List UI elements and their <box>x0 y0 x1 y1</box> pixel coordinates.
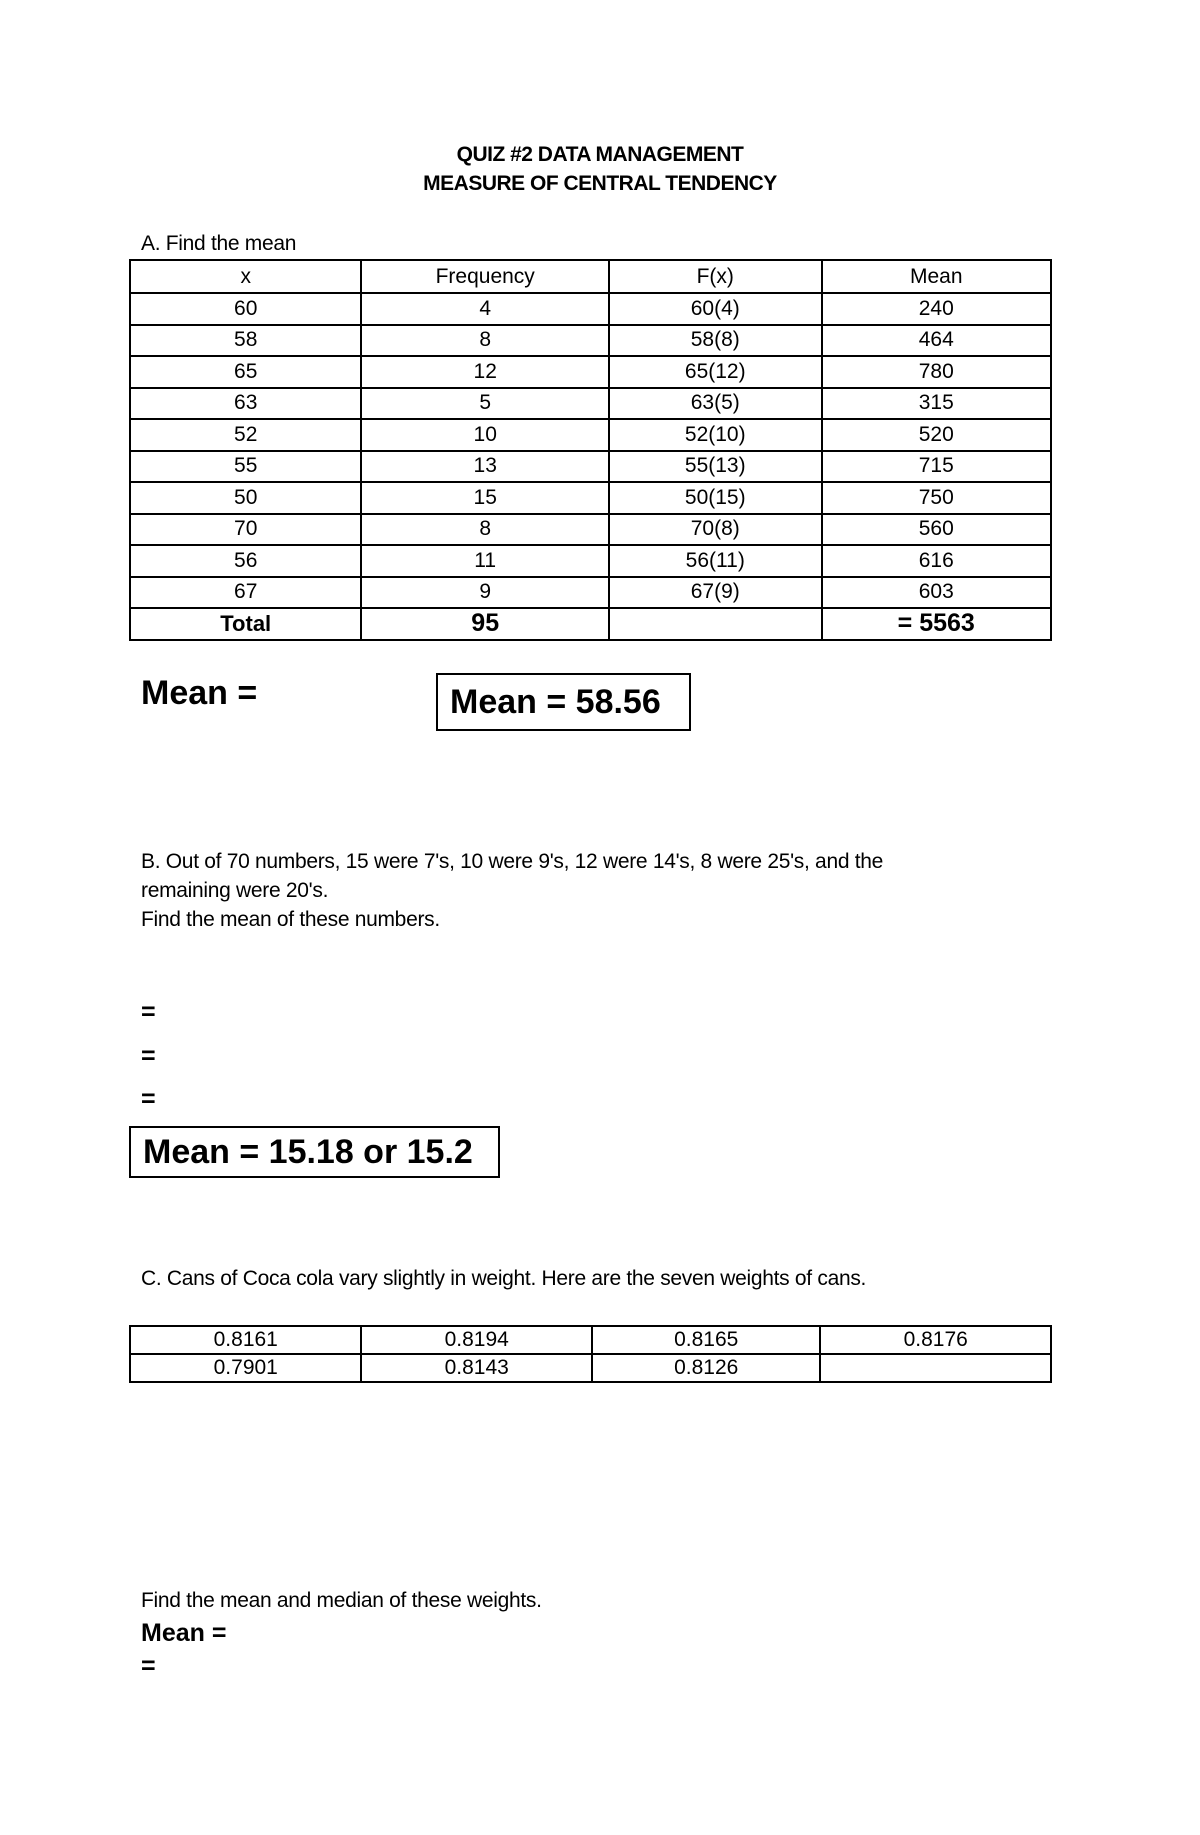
table-row: 70 8 70(8) 560 <box>128 512 1053 546</box>
table-cell: 616 <box>820 544 1053 578</box>
header-cell: Mean <box>820 259 1053 294</box>
table-cell: 0.8176 <box>819 1325 1052 1355</box>
table-cell: 315 <box>820 386 1053 420</box>
table-cell: 65 <box>128 355 363 389</box>
table-cell: 55 <box>128 449 363 483</box>
section-c-question: Find the mean and median of these weight… <box>141 1589 542 1612</box>
section-b-line2: remaining were 20's. <box>141 879 329 902</box>
table-cell: 0.8126 <box>590 1353 822 1383</box>
header-cell: Frequency <box>360 259 610 294</box>
table-cell: 50 <box>128 481 363 515</box>
table-row: 60 4 60(4) 240 <box>128 292 1053 326</box>
section-c-prompt: C. Cans of Coca cola vary slightly in we… <box>141 1267 867 1290</box>
table-cell: 63(5) <box>607 386 823 420</box>
table-cell: 4 <box>360 292 610 326</box>
table-row: 0.7901 0.8143 0.8126 <box>128 1353 1052 1383</box>
table-row: 52 10 52(10) 520 <box>128 418 1053 452</box>
table-row: 0.8161 0.8194 0.8165 0.8176 <box>128 1325 1052 1355</box>
answer-box-b: Mean = 15.18 or 15.2 <box>129 1126 500 1178</box>
table-row: 58 8 58(8) 464 <box>128 323 1053 357</box>
section-b-line3: Find the mean of these numbers. <box>141 908 440 931</box>
total-fx <box>607 607 823 641</box>
table-cell: 560 <box>820 512 1053 546</box>
table-row: 50 15 50(15) 750 <box>128 481 1053 515</box>
table-cell: 8 <box>360 512 610 546</box>
table-total-row: Total 95 = 5563 <box>128 607 1053 641</box>
table-cell: 9 <box>360 575 610 609</box>
total-frequency: 95 <box>360 607 610 641</box>
table-cell: 10 <box>360 418 610 452</box>
table-cell: 52(10) <box>607 418 823 452</box>
header-cell: x <box>128 259 363 294</box>
table-cell: 67(9) <box>607 575 823 609</box>
table-cell: 60 <box>128 292 363 326</box>
table-cell: 715 <box>820 449 1053 483</box>
table-cell: 0.7901 <box>128 1353 363 1383</box>
table-cell: 70(8) <box>607 512 823 546</box>
table-cell: 55(13) <box>607 449 823 483</box>
table-cell: 8 <box>360 323 610 357</box>
table-cell: 67 <box>128 575 363 609</box>
table-cell: 12 <box>360 355 610 389</box>
table-cell: 603 <box>820 575 1053 609</box>
equals-line: = <box>141 1042 156 1070</box>
quiz-title: QUIZ #2 DATA MANAGEMENT <box>456 143 744 166</box>
table-row: 63 5 63(5) 315 <box>128 386 1053 420</box>
table-cell: 56(11) <box>607 544 823 578</box>
table-cell: 750 <box>820 481 1053 515</box>
table-cell: 65(12) <box>607 355 823 389</box>
table-cell: 11 <box>360 544 610 578</box>
table-cell: 58(8) <box>607 323 823 357</box>
total-mean: = 5563 <box>820 607 1053 641</box>
table-cell: 56 <box>128 544 363 578</box>
table-row: 65 12 65(12) 780 <box>128 355 1053 389</box>
quiz-subtitle: MEASURE OF CENTRAL TENDENCY <box>423 172 777 195</box>
table-cell: 0.8143 <box>360 1353 593 1383</box>
mean-label-c: Mean = <box>141 1619 227 1647</box>
table-header-row: x Frequency F(x) Mean <box>128 259 1053 294</box>
table-cell: 60(4) <box>607 292 823 326</box>
frequency-table: x Frequency F(x) Mean 60 4 60(4) 240 58 8 58(8… <box>128 259 1053 641</box>
section-a-prompt: A. Find the mean <box>141 232 297 255</box>
table-row: 67 9 67(9) 603 <box>128 575 1053 609</box>
table-cell: 0.8194 <box>360 1325 593 1355</box>
table-cell: 15 <box>360 481 610 515</box>
weights-table: 0.8161 0.8194 0.8165 0.8176 0.7901 0.8143 0.81… <box>128 1325 1052 1383</box>
equals-line: = <box>141 1652 156 1680</box>
table-cell <box>819 1353 1052 1383</box>
table-cell: 13 <box>360 449 610 483</box>
total-label: Total <box>128 607 363 641</box>
table-cell: 464 <box>820 323 1053 357</box>
table-cell: 5 <box>360 386 610 420</box>
table-cell: 0.8161 <box>128 1325 363 1355</box>
table-cell: 240 <box>820 292 1053 326</box>
table-cell: 58 <box>128 323 363 357</box>
answer-box-a: Mean = 58.56 <box>436 673 691 731</box>
table-cell: 780 <box>820 355 1053 389</box>
equals-line: = <box>141 1085 156 1113</box>
mean-label-a: Mean = <box>141 674 258 712</box>
table-row: 56 11 56(11) 616 <box>128 544 1053 578</box>
table-cell: 0.8165 <box>590 1325 822 1355</box>
section-b-line1: B. Out of 70 numbers, 15 were 7's, 10 we… <box>141 850 884 873</box>
header-cell: F(x) <box>607 259 823 294</box>
table-cell: 50(15) <box>607 481 823 515</box>
table-cell: 70 <box>128 512 363 546</box>
table-cell: 52 <box>128 418 363 452</box>
table-cell: 520 <box>820 418 1053 452</box>
table-cell: 63 <box>128 386 363 420</box>
equals-line: = <box>141 998 156 1026</box>
table-row: 55 13 55(13) 715 <box>128 449 1053 483</box>
